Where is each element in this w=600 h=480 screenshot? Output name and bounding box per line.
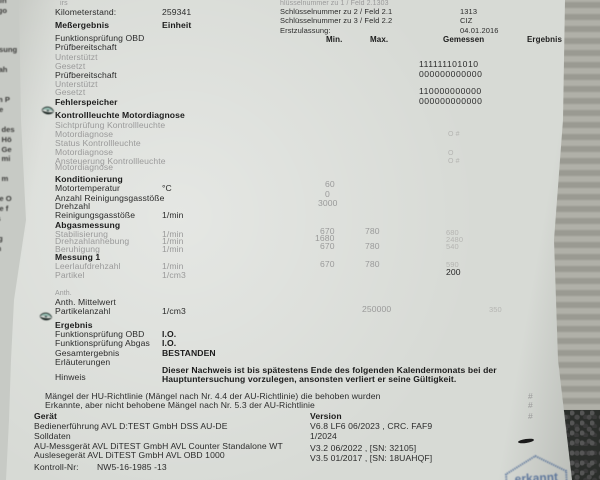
svg-text:erkannt: erkannt xyxy=(514,470,558,480)
